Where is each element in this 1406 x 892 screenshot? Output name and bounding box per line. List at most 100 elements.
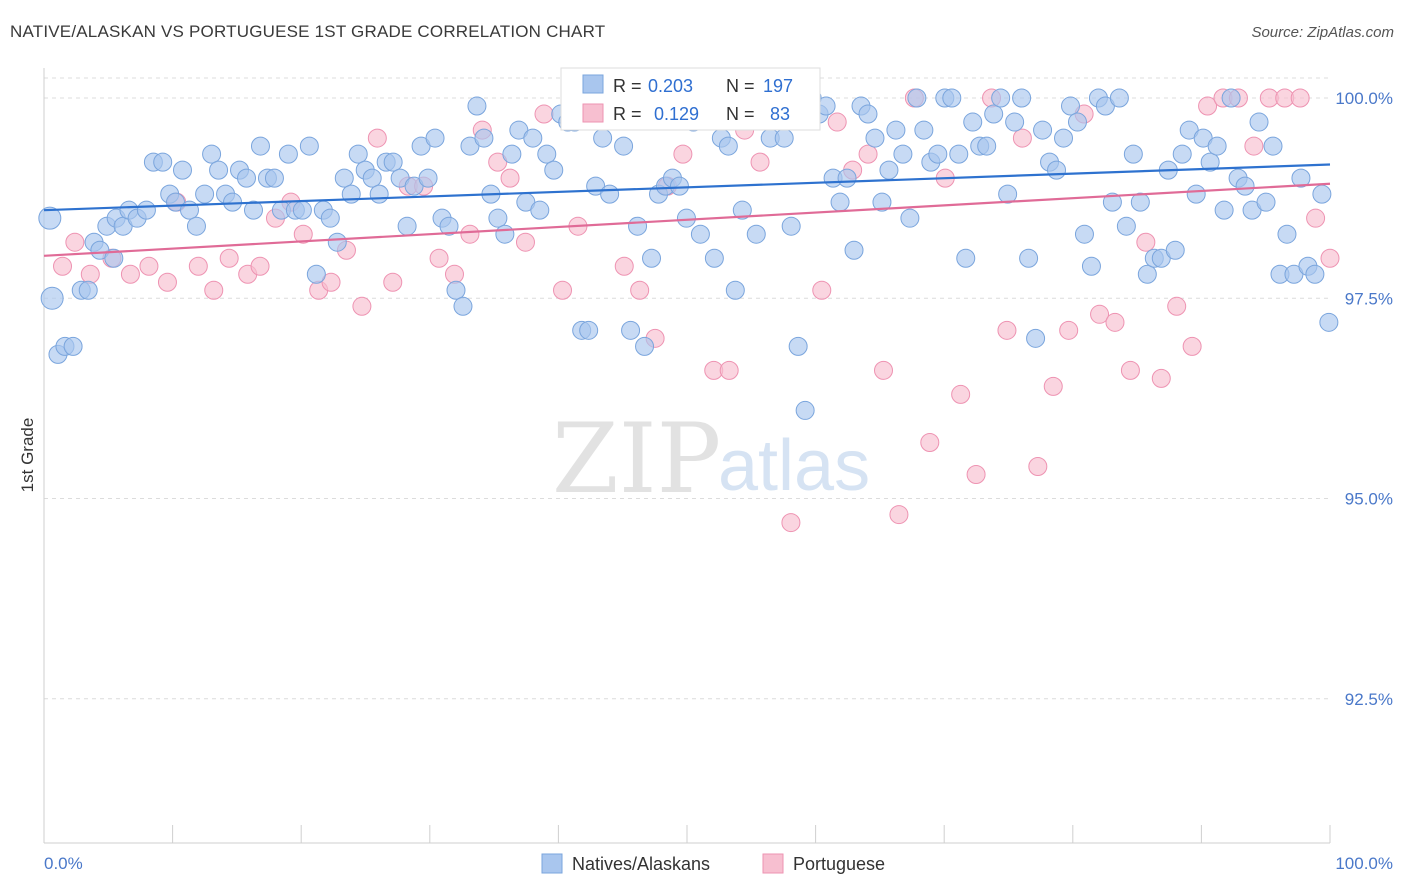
natives-point-65 [488,208,508,228]
source-label: Source: ZipAtlas.com [1251,24,1394,41]
natives-point-175 [1256,192,1276,212]
natives-point-170 [1221,88,1241,108]
natives-point-29 [237,168,257,188]
natives-point-124 [900,208,920,228]
portuguese-point-1 [65,232,85,252]
natives-point-128 [928,144,948,164]
portuguese-point-10 [219,248,239,268]
natives-point-30 [243,200,263,220]
natives-point-38 [299,136,319,156]
portuguese-point-82 [1320,248,1340,268]
natives-point-182 [1305,264,1325,284]
natives-point-145 [1047,160,1067,180]
portuguese-point-68 [1105,312,1125,332]
portuguese-point-26 [460,224,480,244]
natives-point-71 [530,200,550,220]
stats-n-label-pink: N = [726,104,755,124]
stats-n-value-pink: 83 [770,104,790,124]
portuguese-point-30 [515,232,535,252]
portuguese-point-74 [1198,96,1218,116]
natives-point-25 [209,160,229,180]
portuguese-point-8 [188,256,208,276]
natives-point-146 [1054,128,1074,148]
natives-point-137 [991,88,1011,108]
natives-point-98 [718,136,738,156]
natives-point-162 [1165,240,1185,260]
natives-point-0 [38,206,62,230]
natives-point-94 [690,224,710,244]
natives-point-56 [425,128,445,148]
natives-point-136 [984,104,1004,124]
natives-point-140 [1012,88,1032,108]
natives-point-47 [362,168,382,188]
portuguese-point-17 [321,272,341,292]
natives-point-116 [844,240,864,260]
natives-point-20 [172,160,192,180]
stats-r-label-pink: R = [613,104,642,124]
portuguese-point-36 [614,256,634,276]
natives-point-138 [998,184,1018,204]
legend-label-natives: Natives/Alaskans [572,854,710,874]
natives-point-114 [830,192,850,212]
stats-box-frame [560,67,821,131]
natives-point-150 [1081,256,1101,276]
legend: Natives/Alaskans Portuguese [541,853,885,874]
natives-point-143 [1033,120,1053,140]
natives-point-130 [942,88,962,108]
chart-title: NATIVE/ALASKAN VS PORTUGUESE 1ST GRADE C… [10,22,606,41]
natives-point-115 [837,168,857,188]
natives-point-132 [956,248,976,268]
natives-point-48 [369,184,389,204]
portuguese-point-81 [1306,208,1326,228]
natives-point-15 [136,200,156,220]
watermark-zip: ZIP [552,403,721,515]
portuguese-point-12 [250,256,270,276]
natives-point-125 [907,88,927,108]
portuguese-point-47 [781,513,801,533]
natives-point-1 [40,286,64,310]
natives-point-122 [886,120,906,140]
natives-point-131 [949,144,969,164]
portuguese-point-4 [120,264,140,284]
stats-box: R = 0.203 N = 197 R = 0.129 N = 83 [560,67,821,131]
natives-point-4 [63,336,83,356]
natives-point-149 [1074,224,1094,244]
natives-point-153 [1102,192,1122,212]
x-tick-label-min: 0.0% [44,854,83,873]
natives-point-72 [537,144,557,164]
natives-point-100 [732,200,752,220]
natives-point-119 [865,128,885,148]
portuguese-point-19 [352,296,372,316]
natives-point-92 [676,208,696,228]
natives-point-42 [327,232,347,252]
portuguese-point-59 [966,465,986,485]
natives-point-126 [914,120,934,140]
portuguese-point-54 [889,505,909,525]
natives-point-155 [1116,216,1136,236]
natives-point-59 [446,280,466,300]
natives-point-52 [397,216,417,236]
natives-point-102 [746,224,766,244]
portuguese-point-69 [1120,360,1140,380]
natives-point-148 [1067,112,1087,132]
stats-swatch-pink [582,103,604,123]
natives-point-154 [1109,88,1129,108]
portuguese-point-63 [1028,457,1048,477]
natives-point-63 [474,128,494,148]
legend-swatch-natives [541,853,563,874]
natives-point-133 [963,112,983,132]
portuguese-point-21 [383,272,403,292]
natives-point-180 [1291,168,1311,188]
portuguese-point-45 [750,152,770,172]
portuguese-point-70 [1136,232,1156,252]
portuguese-point-73 [1182,336,1202,356]
natives-point-35 [278,144,298,164]
natives-point-23 [195,184,215,204]
portuguese-point-40 [673,144,693,164]
portuguese-point-0 [53,256,73,276]
natives-point-31 [250,136,270,156]
natives-point-55 [418,168,438,188]
natives-point-178 [1277,224,1297,244]
portuguese-point-50 [827,112,847,132]
